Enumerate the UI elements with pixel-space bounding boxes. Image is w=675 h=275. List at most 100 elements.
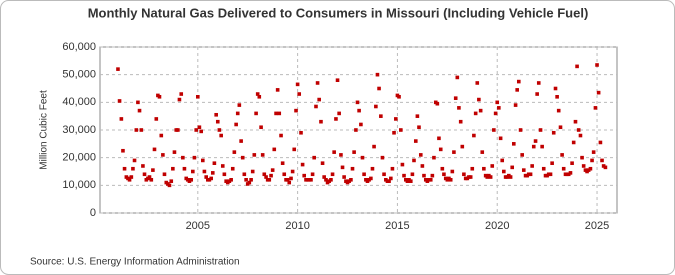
- data-point: [408, 179, 413, 183]
- data-point: [561, 166, 566, 171]
- data-point: [603, 165, 608, 170]
- data-point: [457, 106, 461, 110]
- data-point: [217, 128, 222, 132]
- data-point: [235, 111, 240, 116]
- data-point: [335, 78, 340, 82]
- data-point: [430, 173, 435, 178]
- y-tick-label: 60,000: [62, 41, 96, 53]
- data-point: [274, 111, 278, 116]
- x-tick-label: 2025: [585, 220, 609, 232]
- data-point: [201, 158, 205, 163]
- x-tick-label: 2015: [385, 220, 409, 232]
- data-point: [440, 166, 445, 171]
- data-point: [556, 108, 561, 113]
- data-point: [432, 155, 436, 160]
- data-point: [372, 144, 376, 149]
- data-point: [410, 172, 415, 177]
- data-point: [475, 81, 480, 85]
- data-point: [334, 117, 338, 121]
- data-point: [310, 172, 315, 177]
- data-point: [299, 130, 303, 135]
- data-point: [540, 144, 544, 149]
- data-point: [242, 172, 247, 177]
- y-tick-label: 30,000: [62, 124, 96, 136]
- data-point: [214, 112, 218, 117]
- data-point: [495, 100, 500, 105]
- y-tick-label: 50,000: [62, 69, 96, 81]
- data-point: [571, 140, 576, 145]
- data-point: [428, 178, 433, 182]
- data-point: [493, 111, 498, 116]
- data-point: [319, 119, 323, 124]
- data-point: [349, 178, 353, 182]
- data-point: [152, 147, 157, 152]
- data-point: [340, 165, 345, 170]
- data-point: [598, 140, 603, 145]
- data-point: [473, 111, 478, 116]
- y-axis-label: Million Cubic Feet: [39, 90, 50, 170]
- data-point: [254, 111, 258, 116]
- x-tick-label: 2010: [285, 220, 309, 232]
- data-point: [229, 178, 233, 182]
- data-point: [588, 166, 593, 171]
- data-point: [162, 172, 167, 177]
- data-point: [497, 106, 501, 110]
- data-point: [418, 153, 423, 157]
- data-point: [379, 114, 383, 118]
- x-tick-label: 2020: [485, 220, 509, 232]
- data-point: [197, 125, 202, 130]
- data-point: [355, 100, 360, 105]
- data-point: [350, 166, 355, 171]
- data-point: [234, 122, 238, 127]
- data-point: [149, 178, 154, 182]
- data-point: [415, 114, 420, 118]
- data-point: [339, 153, 343, 157]
- data-point: [264, 175, 268, 179]
- data-point: [541, 166, 546, 171]
- data-point: [131, 166, 135, 171]
- data-point: [244, 178, 248, 182]
- data-point: [209, 176, 213, 181]
- data-point: [329, 178, 333, 182]
- data-point: [536, 81, 541, 85]
- data-point: [302, 173, 307, 178]
- data-point: [438, 147, 443, 152]
- chart-title: Monthly Natural Gas Delivered to Consume…: [88, 5, 589, 20]
- data-point: [480, 150, 485, 154]
- data-point: [167, 183, 172, 188]
- data-point: [515, 88, 519, 92]
- data-point: [455, 75, 460, 80]
- data-point: [538, 128, 543, 132]
- data-point: [171, 166, 175, 171]
- data-point: [435, 101, 440, 106]
- data-point: [117, 99, 122, 103]
- data-point: [279, 133, 283, 138]
- data-point: [317, 97, 321, 102]
- data-point: [161, 153, 165, 157]
- data-point: [377, 86, 381, 91]
- data-point: [289, 176, 293, 181]
- data-point: [558, 125, 563, 130]
- data-point: [177, 97, 182, 102]
- data-point: [488, 175, 493, 179]
- data-point: [593, 106, 598, 110]
- data-point: [116, 67, 120, 71]
- data-point: [380, 155, 385, 160]
- data-point: [387, 179, 391, 183]
- data-point: [422, 173, 426, 178]
- data-point: [192, 155, 197, 160]
- data-point: [215, 119, 220, 124]
- data-point: [222, 172, 227, 177]
- data-point: [375, 72, 380, 77]
- data-point: [382, 172, 386, 177]
- data-point: [292, 147, 297, 152]
- data-point: [362, 172, 366, 177]
- data-point: [129, 175, 134, 179]
- data-point: [196, 95, 200, 99]
- y-tick-label: 10,000: [62, 179, 96, 191]
- data-point: [374, 104, 378, 109]
- data-point: [172, 150, 177, 154]
- data-point: [259, 125, 263, 130]
